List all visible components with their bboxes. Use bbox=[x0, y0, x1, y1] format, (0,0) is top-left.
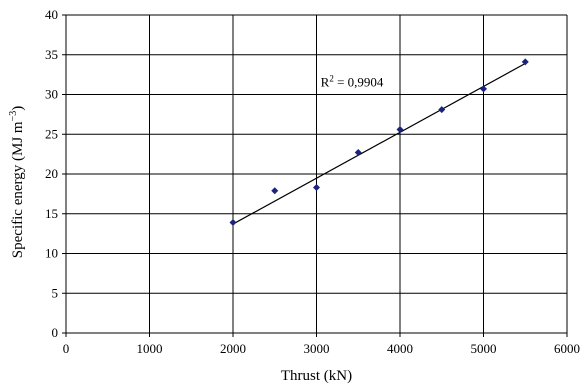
x-tick-label: 2000 bbox=[220, 341, 246, 356]
y-tick-label: 40 bbox=[45, 7, 58, 22]
data-point bbox=[396, 125, 404, 133]
x-tick-label: 4000 bbox=[387, 341, 413, 356]
x-axis-title: Thrust (kN) bbox=[281, 368, 352, 384]
x-tick-label: 0 bbox=[63, 341, 70, 356]
y-axis-title: Specific energy (MJ m−3) bbox=[8, 106, 26, 258]
x-tick-label: 6000 bbox=[554, 341, 580, 356]
data-points bbox=[229, 58, 529, 226]
data-point bbox=[521, 58, 529, 66]
data-point bbox=[229, 218, 237, 226]
trendline bbox=[232, 62, 526, 225]
data-point bbox=[313, 184, 320, 192]
x-tick-label: 1000 bbox=[137, 341, 163, 356]
x-tick-label: 5000 bbox=[471, 341, 497, 356]
y-tick-label: 10 bbox=[45, 246, 58, 261]
x-tick-label: 3000 bbox=[304, 341, 330, 356]
y-tick-label: 20 bbox=[45, 166, 58, 181]
y-tick-label: 25 bbox=[45, 126, 58, 141]
trendline-group bbox=[232, 62, 526, 225]
y-tick-label: 15 bbox=[45, 206, 58, 221]
axes bbox=[62, 14, 568, 337]
data-point bbox=[354, 149, 362, 157]
data-point bbox=[480, 85, 487, 93]
y-tick-label: 30 bbox=[45, 87, 58, 102]
y-tick-label: 0 bbox=[52, 325, 59, 340]
y-tick-label: 5 bbox=[52, 285, 59, 300]
x-tick-labels: 0 1000 2000 3000 4000 5000 6000 bbox=[63, 341, 580, 356]
grid bbox=[66, 14, 568, 333]
data-point bbox=[438, 106, 446, 114]
r-squared-annotation: R2 = 0,9904 bbox=[321, 74, 384, 90]
data-point bbox=[271, 187, 279, 195]
y-tick-label: 35 bbox=[45, 47, 58, 62]
y-tick-labels: 0 5 10 15 20 25 30 35 40 bbox=[45, 7, 58, 340]
